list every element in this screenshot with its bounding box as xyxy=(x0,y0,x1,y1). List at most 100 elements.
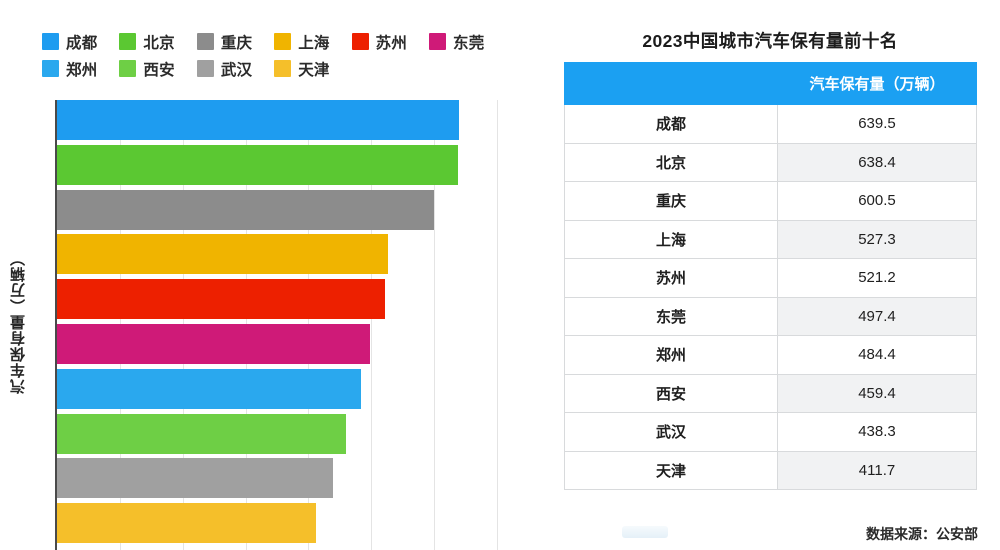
legend-swatch-icon xyxy=(42,33,59,50)
legend-item-郑州[interactable]: 郑州 xyxy=(42,58,97,80)
legend-item-上海[interactable]: 上海 xyxy=(274,31,329,53)
bar-slot-东莞 xyxy=(57,323,495,364)
cell-city: 郑州 xyxy=(564,335,778,375)
table-row: 郑州 484.4 xyxy=(564,335,977,375)
table-title: 2023中国城市汽车保有量前十名 xyxy=(642,31,898,51)
table-row: 成都 639.5 xyxy=(564,104,977,144)
legend-item-苏州[interactable]: 苏州 xyxy=(351,31,408,53)
legend-label: 西安 xyxy=(143,61,175,79)
cell-value: 438.3 xyxy=(777,412,977,452)
bar-slot-重庆 xyxy=(57,189,495,230)
legend-label: 重庆 xyxy=(220,34,253,52)
table-panel: 2023中国城市汽车保有量前十名 汽车保有量（万辆） 成都 639.5 北京 638.… xyxy=(540,0,1000,542)
legend-swatch-icon xyxy=(196,33,214,50)
legend-swatch-icon xyxy=(274,33,292,50)
bar-slot-成都 xyxy=(57,100,495,140)
bar-slot-上海 xyxy=(57,234,495,275)
cell-city: 东莞 xyxy=(564,296,778,336)
legend-label: 武汉 xyxy=(220,61,253,79)
table-row: 重庆 600.5 xyxy=(564,181,977,221)
cell-value: 638.4 xyxy=(777,142,977,182)
bar-东莞[interactable] xyxy=(57,323,370,364)
bar-上海[interactable] xyxy=(57,234,389,275)
infographic-page: 成都 北京 重庆 上海 苏州 东莞 郑州 西安 武汉 天津 汽车保有量（万辆） 2023中国城市汽… xyxy=(10,0,1000,550)
source-badge-decoration xyxy=(622,526,668,538)
cell-city: 成都 xyxy=(564,104,778,144)
legend-label: 上海 xyxy=(298,34,330,52)
legend-label: 郑州 xyxy=(66,61,98,79)
bar-slot-北京 xyxy=(57,144,495,185)
chart-panel: 成都 北京 重庆 上海 苏州 东莞郑州 西安 武汉 天津 汽车保有量（万辆） xyxy=(10,28,512,550)
cell-city: 西安 xyxy=(564,373,778,413)
legend-label: 成都 xyxy=(66,34,98,52)
cell-value: 639.5 xyxy=(777,104,977,144)
column-header-city xyxy=(564,62,778,105)
legend-item-武汉[interactable]: 武汉 xyxy=(196,58,253,80)
cell-value: 521.2 xyxy=(777,258,977,298)
gridline xyxy=(434,100,436,550)
legend-swatch-icon xyxy=(196,60,214,77)
table-row: 北京 638.4 xyxy=(564,142,977,182)
cell-city: 武汉 xyxy=(564,412,778,452)
bar-重庆[interactable] xyxy=(57,189,435,230)
legend-row: 郑州 西安 武汉 天津 xyxy=(42,55,512,82)
cell-value: 459.4 xyxy=(777,373,977,413)
car-ownership-table: 汽车保有量（万辆） 成都 639.5 北京 638.4 重庆 600.5 上海 527.3 苏州… xyxy=(564,62,977,490)
chart-legend: 成都 北京 重庆 上海 苏州 东莞郑州 西安 武汉 天津 xyxy=(42,28,512,82)
y-axis-label: 汽车保有量（万辆） xyxy=(10,250,27,394)
table-row: 天津 411.7 xyxy=(564,450,977,490)
bar-slot-苏州 xyxy=(57,279,495,320)
bar-slot-天津 xyxy=(57,503,495,544)
legend-item-西安[interactable]: 西安 xyxy=(119,58,175,80)
legend-item-重庆[interactable]: 重庆 xyxy=(196,31,253,53)
bar-slot-郑州 xyxy=(57,368,495,409)
legend-label: 北京 xyxy=(143,34,175,52)
table-row: 武汉 438.3 xyxy=(564,412,977,452)
legend-item-天津[interactable]: 天津 xyxy=(274,58,329,80)
table-body: 成都 639.5 北京 638.4 重庆 600.5 上海 527.3 苏州 521.2 东莞 497… xyxy=(564,104,977,490)
cell-city: 重庆 xyxy=(564,181,778,221)
legend-item-成都[interactable]: 成都 xyxy=(42,31,97,53)
cell-value: 484.4 xyxy=(777,335,977,375)
cell-value: 497.4 xyxy=(777,296,977,336)
legend-label: 苏州 xyxy=(375,34,408,52)
bar-苏州[interactable] xyxy=(57,279,385,320)
legend-swatch-icon xyxy=(351,33,369,50)
bar-series xyxy=(57,100,495,550)
bar-西安[interactable] xyxy=(57,413,346,454)
bar-slot-武汉 xyxy=(57,458,495,499)
cell-city: 苏州 xyxy=(564,258,778,298)
cell-city: 天津 xyxy=(564,450,778,490)
cell-value: 600.5 xyxy=(777,181,977,221)
data-source-note: 数据来源：公安部 xyxy=(866,526,978,542)
bar-chart-plot-area xyxy=(55,100,498,550)
legend-item-北京[interactable]: 北京 xyxy=(119,31,175,53)
legend-item-东莞[interactable]: 东莞 xyxy=(429,31,484,53)
legend-swatch-icon xyxy=(42,60,59,77)
gridline xyxy=(497,100,498,550)
legend-swatch-icon xyxy=(119,60,137,77)
bar-slot-西安 xyxy=(57,413,495,454)
table-row: 苏州 521.2 xyxy=(564,258,977,298)
gridline xyxy=(371,100,373,550)
bar-武汉[interactable] xyxy=(57,458,333,499)
legend-swatch-icon xyxy=(274,60,292,77)
table-row: 东莞 497.4 xyxy=(564,296,977,336)
cell-city: 北京 xyxy=(564,142,778,182)
cell-city: 上海 xyxy=(564,219,778,259)
legend-swatch-icon xyxy=(119,33,137,50)
legend-label: 东莞 xyxy=(453,34,485,52)
legend-row: 成都 北京 重庆 上海 苏州 东莞 xyxy=(42,28,512,55)
bar-北京[interactable] xyxy=(57,144,459,185)
table-row: 上海 527.3 xyxy=(564,219,977,259)
column-header-value: 汽车保有量（万辆） xyxy=(777,62,977,105)
cell-value: 527.3 xyxy=(777,219,977,259)
bar-天津[interactable] xyxy=(57,503,316,544)
bar-成都[interactable] xyxy=(57,100,459,140)
bar-郑州[interactable] xyxy=(57,368,362,409)
cell-value: 411.7 xyxy=(777,450,977,490)
legend-label: 天津 xyxy=(298,61,330,79)
table-row: 西安 459.4 xyxy=(564,373,977,413)
legend-swatch-icon xyxy=(429,33,447,50)
table-header: 汽车保有量（万辆） xyxy=(564,62,977,105)
